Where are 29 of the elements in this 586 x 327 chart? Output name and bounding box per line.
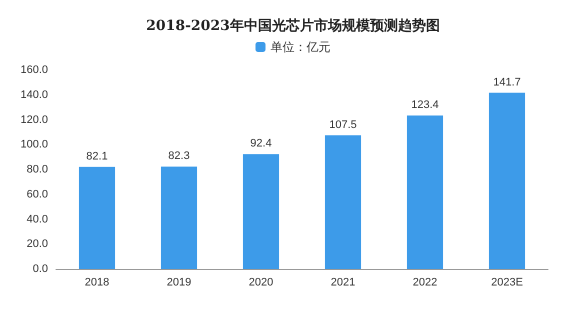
data-label: 92.4 xyxy=(250,138,272,150)
bar xyxy=(406,116,444,269)
bar xyxy=(78,166,116,269)
y-tick-label: 160.0 xyxy=(20,64,48,76)
bar xyxy=(488,92,526,269)
bar xyxy=(160,166,198,269)
x-tick-label: 2019 xyxy=(166,276,192,288)
data-label: 82.1 xyxy=(86,150,108,162)
bar xyxy=(242,154,280,269)
y-tick-label: 80.0 xyxy=(26,164,48,176)
data-label: 82.3 xyxy=(168,150,190,162)
x-tick-label: 2021 xyxy=(330,276,356,288)
data-label: 107.5 xyxy=(329,118,357,131)
data-label: 141.7 xyxy=(493,76,521,88)
y-tick-label: 40.0 xyxy=(26,213,48,226)
y-tick-label: 20.0 xyxy=(26,238,48,250)
y-tick-label: 60.0 xyxy=(26,188,48,200)
x-tick-label: 2018 xyxy=(84,276,110,288)
chart-title: 2018-2023年中国光芯片市场规模预测趋势图 xyxy=(146,17,440,34)
x-tick-label: 2020 xyxy=(248,276,274,288)
data-label: 123.4 xyxy=(411,99,439,112)
y-tick-label: 0.0 xyxy=(32,263,48,275)
legend-label: 单位：亿元 xyxy=(270,40,330,54)
y-tick-label: 100.0 xyxy=(20,138,48,151)
x-tick-label: 2022 xyxy=(412,276,438,288)
y-tick-label: 140.0 xyxy=(20,88,48,101)
x-tick-label: 2023E xyxy=(491,276,523,288)
bar xyxy=(324,135,362,269)
y-tick-label: 120.0 xyxy=(20,114,48,126)
